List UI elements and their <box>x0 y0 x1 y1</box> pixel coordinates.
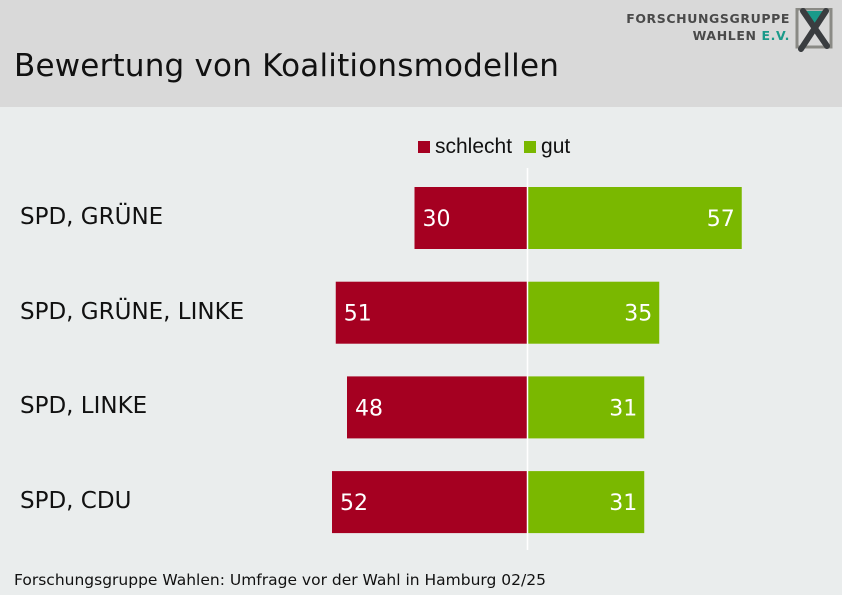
category-label: SPD, LINKE <box>20 393 148 420</box>
category-label: SPD, CDU <box>20 488 132 515</box>
bar-gut <box>528 187 742 249</box>
data-label-gut: 57 <box>707 207 735 232</box>
bar-gut <box>528 281 660 344</box>
category-label: SPD, GRÜNE, LINKE <box>20 298 245 325</box>
bar-schlecht <box>332 471 527 534</box>
legend-label-schlecht: schlecht <box>435 135 513 158</box>
bar-schlecht <box>414 187 527 249</box>
legend-swatch-gut <box>524 141 537 153</box>
logo-text: FORSCHUNGSGRUPPE WAHLEN E.V. <box>626 10 790 44</box>
legend-item-gut: gut <box>524 135 570 159</box>
legend-label-gut: gut <box>541 135 571 158</box>
header-band: Bewertung von Koalitionsmodellen FORSCHU… <box>0 0 842 107</box>
bar-gut <box>528 471 645 534</box>
data-label-gut: 31 <box>609 396 637 421</box>
fgw-x-logo-icon <box>795 8 833 52</box>
bar-schlecht <box>335 281 527 344</box>
bar-schlecht <box>347 376 527 439</box>
logo-line-2: WAHLEN E.V. <box>626 27 790 44</box>
data-label-schlecht: 51 <box>344 302 372 327</box>
legend-item-schlecht: schlecht <box>418 135 512 159</box>
logo-line-2-suffix: E.V. <box>761 28 790 43</box>
chart-legend: schlecht gut <box>418 134 582 160</box>
data-label-gut: 31 <box>609 491 637 516</box>
page-title: Bewertung von Koalitionsmodellen <box>14 48 560 84</box>
legend-swatch-schlecht <box>418 141 430 153</box>
bar-gut <box>528 376 645 439</box>
logo-line-1: FORSCHUNGSGRUPPE <box>626 11 790 26</box>
data-label-schlecht: 52 <box>340 491 368 516</box>
source-footer: Forschungsgruppe Wahlen: Umfrage vor der… <box>14 571 546 589</box>
category-label: SPD, GRÜNE <box>20 204 164 230</box>
logo-line-2-main: WAHLEN <box>692 28 757 43</box>
data-label-gut: 35 <box>624 302 652 327</box>
data-label-schlecht: 30 <box>423 207 451 232</box>
data-label-schlecht: 48 <box>355 396 383 421</box>
